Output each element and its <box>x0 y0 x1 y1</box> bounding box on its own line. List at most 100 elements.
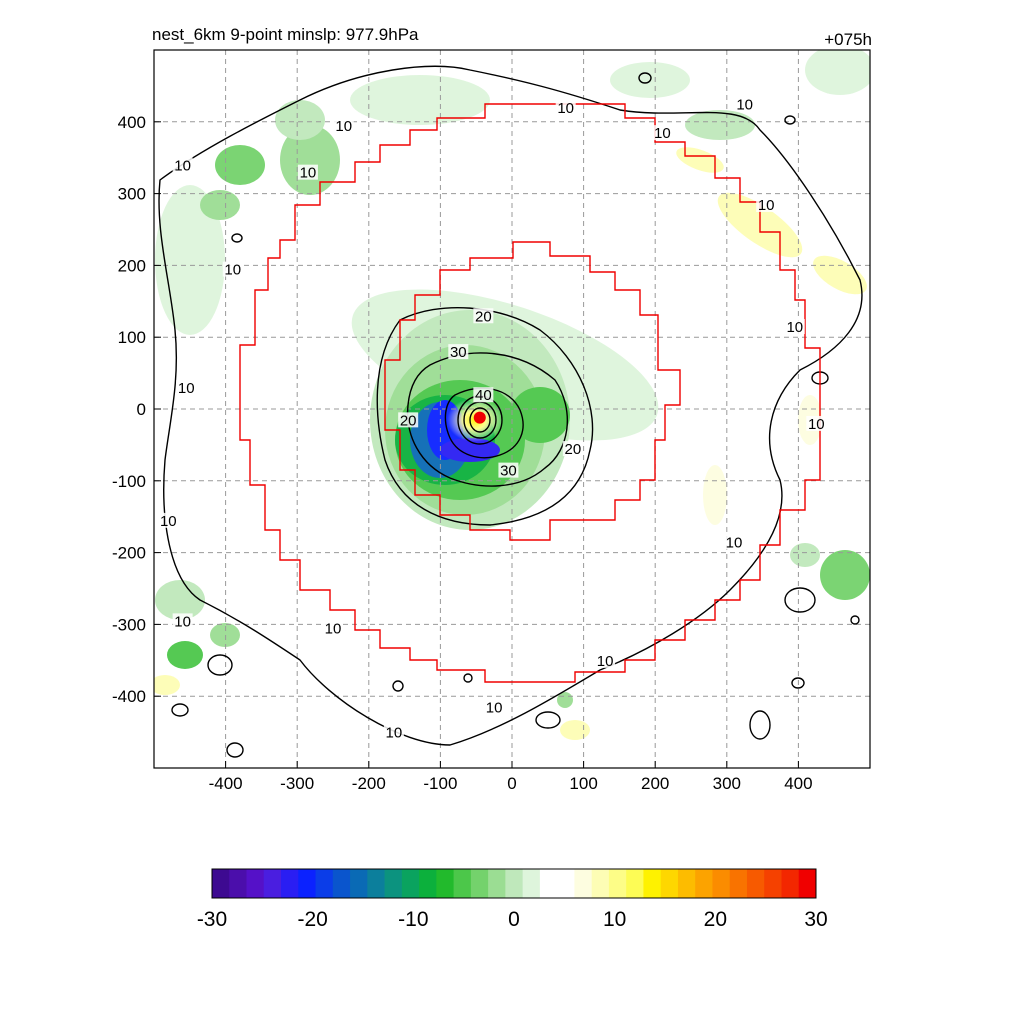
colorbar-swatch <box>367 869 386 898</box>
x-tick-label: -300 <box>280 774 314 793</box>
colorbar-swatch <box>660 869 679 898</box>
contour-label-bg <box>756 196 777 212</box>
plot-area: 10 10 10 10 10 10 10 10 10 10 10 10 10 10 10 10 10 10 20 20… <box>154 50 870 768</box>
y-tick-label: 200 <box>118 256 146 275</box>
contour-label-bg <box>484 699 505 715</box>
x-axis: -400 -300 -200 -100 0 100 200 300 400 <box>209 761 813 793</box>
colorbar-swatch <box>539 869 558 898</box>
contour-label: 10 <box>174 157 191 174</box>
colorbar-swatch <box>229 869 248 898</box>
y-tick-label: 100 <box>118 328 146 347</box>
nest-boundaries <box>239 103 821 683</box>
forecast-hour-label: +075h <box>824 30 872 49</box>
colorbar-tick-label: 20 <box>704 908 727 931</box>
contour-label: 10 <box>808 416 825 433</box>
colorbar-swatch <box>419 869 437 898</box>
contour-label-bg <box>562 441 583 457</box>
contour-label-bg <box>652 125 673 141</box>
colorbar-tick-label: 30 <box>804 908 827 931</box>
contour-label-bg <box>172 157 193 173</box>
contour-label: 10 <box>300 165 317 182</box>
colorbar-swatch <box>608 869 627 898</box>
x-tick-label: 300 <box>713 774 741 793</box>
colorbar-tick-label: 0 <box>508 908 520 931</box>
colorbar-swatch <box>298 869 317 898</box>
contour-label: 30 <box>450 344 467 361</box>
contour-label-bg <box>734 96 755 112</box>
colorbar-swatch <box>522 869 541 898</box>
contour-label-bg <box>158 512 179 528</box>
y-tick-label: 300 <box>118 185 146 204</box>
gridlines <box>154 50 870 768</box>
contour-label-bg <box>176 380 197 396</box>
contour-label-bg <box>784 319 805 335</box>
contour-label: 10 <box>736 96 753 113</box>
contour-label: 10 <box>174 613 191 630</box>
y-tick-label: -400 <box>112 687 146 706</box>
contour-labels: 10 10 10 10 10 10 10 10 10 10 10 10 10 10 10 10 10 10 20 20… <box>158 96 827 742</box>
contour-label: 10 <box>486 700 503 717</box>
colorbar-swatch <box>764 869 782 898</box>
outer-nest-boundary <box>239 103 821 683</box>
colorbar-swatch <box>798 869 817 898</box>
contour-label-bg <box>383 724 404 740</box>
colorbar-swatch <box>470 869 489 898</box>
contour-label-bg <box>555 100 576 116</box>
x-tick-label: 200 <box>641 774 669 793</box>
colorbar-swatch <box>557 869 575 898</box>
colorbar-swatch <box>746 869 765 898</box>
contour-label-bg <box>222 261 243 277</box>
colorbar-swatch <box>332 869 351 898</box>
colorbar-swatch <box>574 869 593 898</box>
colorbar-tick-label: -20 <box>297 908 327 931</box>
colorbar-tick-label: -10 <box>398 908 428 931</box>
contour-label: 10 <box>786 319 803 336</box>
contour-label: 10 <box>178 380 195 397</box>
colorbar-swatch <box>643 869 662 898</box>
contour-label-bg <box>333 117 354 133</box>
contours <box>158 65 863 758</box>
contour-label: 10 <box>557 100 574 117</box>
x-tick-label: 0 <box>507 774 516 793</box>
colorbar-swatch <box>677 869 696 898</box>
contour-label-bg <box>473 387 494 403</box>
contour-label-bg <box>723 534 744 550</box>
colorbar-swatch <box>781 869 800 898</box>
colorbar-swatch <box>246 869 265 898</box>
y-tick-label: 0 <box>137 400 146 419</box>
contour-label: 10 <box>386 725 403 742</box>
x-tick-label: -200 <box>352 774 386 793</box>
contour-label-bg <box>595 652 616 668</box>
colorbar-swatch <box>626 869 644 898</box>
colorbar-swatch <box>212 869 230 898</box>
contour-label: 10 <box>654 125 671 142</box>
colorbar-swatch <box>488 869 506 898</box>
colorbar-swatch <box>729 869 748 898</box>
y-tick-label: -300 <box>112 615 146 634</box>
colorbar-swatch <box>591 869 610 898</box>
colorbar-swatch <box>263 869 282 898</box>
contour-label: 10 <box>335 118 352 135</box>
y-tick-label: -100 <box>112 472 146 491</box>
contour-label: 10 <box>758 197 775 214</box>
contour-label-bg <box>297 164 318 180</box>
contour-label-bg <box>473 308 494 324</box>
contour-label-bg <box>448 344 469 360</box>
colorbar-swatch <box>505 869 524 898</box>
colorbar-swatch <box>695 869 713 898</box>
contour-label-bg <box>323 620 343 636</box>
x-tick-label: -400 <box>209 774 243 793</box>
colorbar-swatch <box>436 869 455 898</box>
contour-label: 10 <box>224 262 241 279</box>
colorbar-border <box>211 868 817 899</box>
contour-label-bg <box>498 462 519 478</box>
colorbar-tick-label: -30 <box>197 908 227 931</box>
contour-label: 10 <box>160 513 177 530</box>
contour-label: 10 <box>325 621 342 638</box>
contour-label: 40 <box>475 387 492 404</box>
contour-label: 20 <box>475 308 492 325</box>
x-tick-label: 400 <box>784 774 812 793</box>
contour-label-bg <box>806 415 827 431</box>
contour-label: 10 <box>597 653 614 670</box>
